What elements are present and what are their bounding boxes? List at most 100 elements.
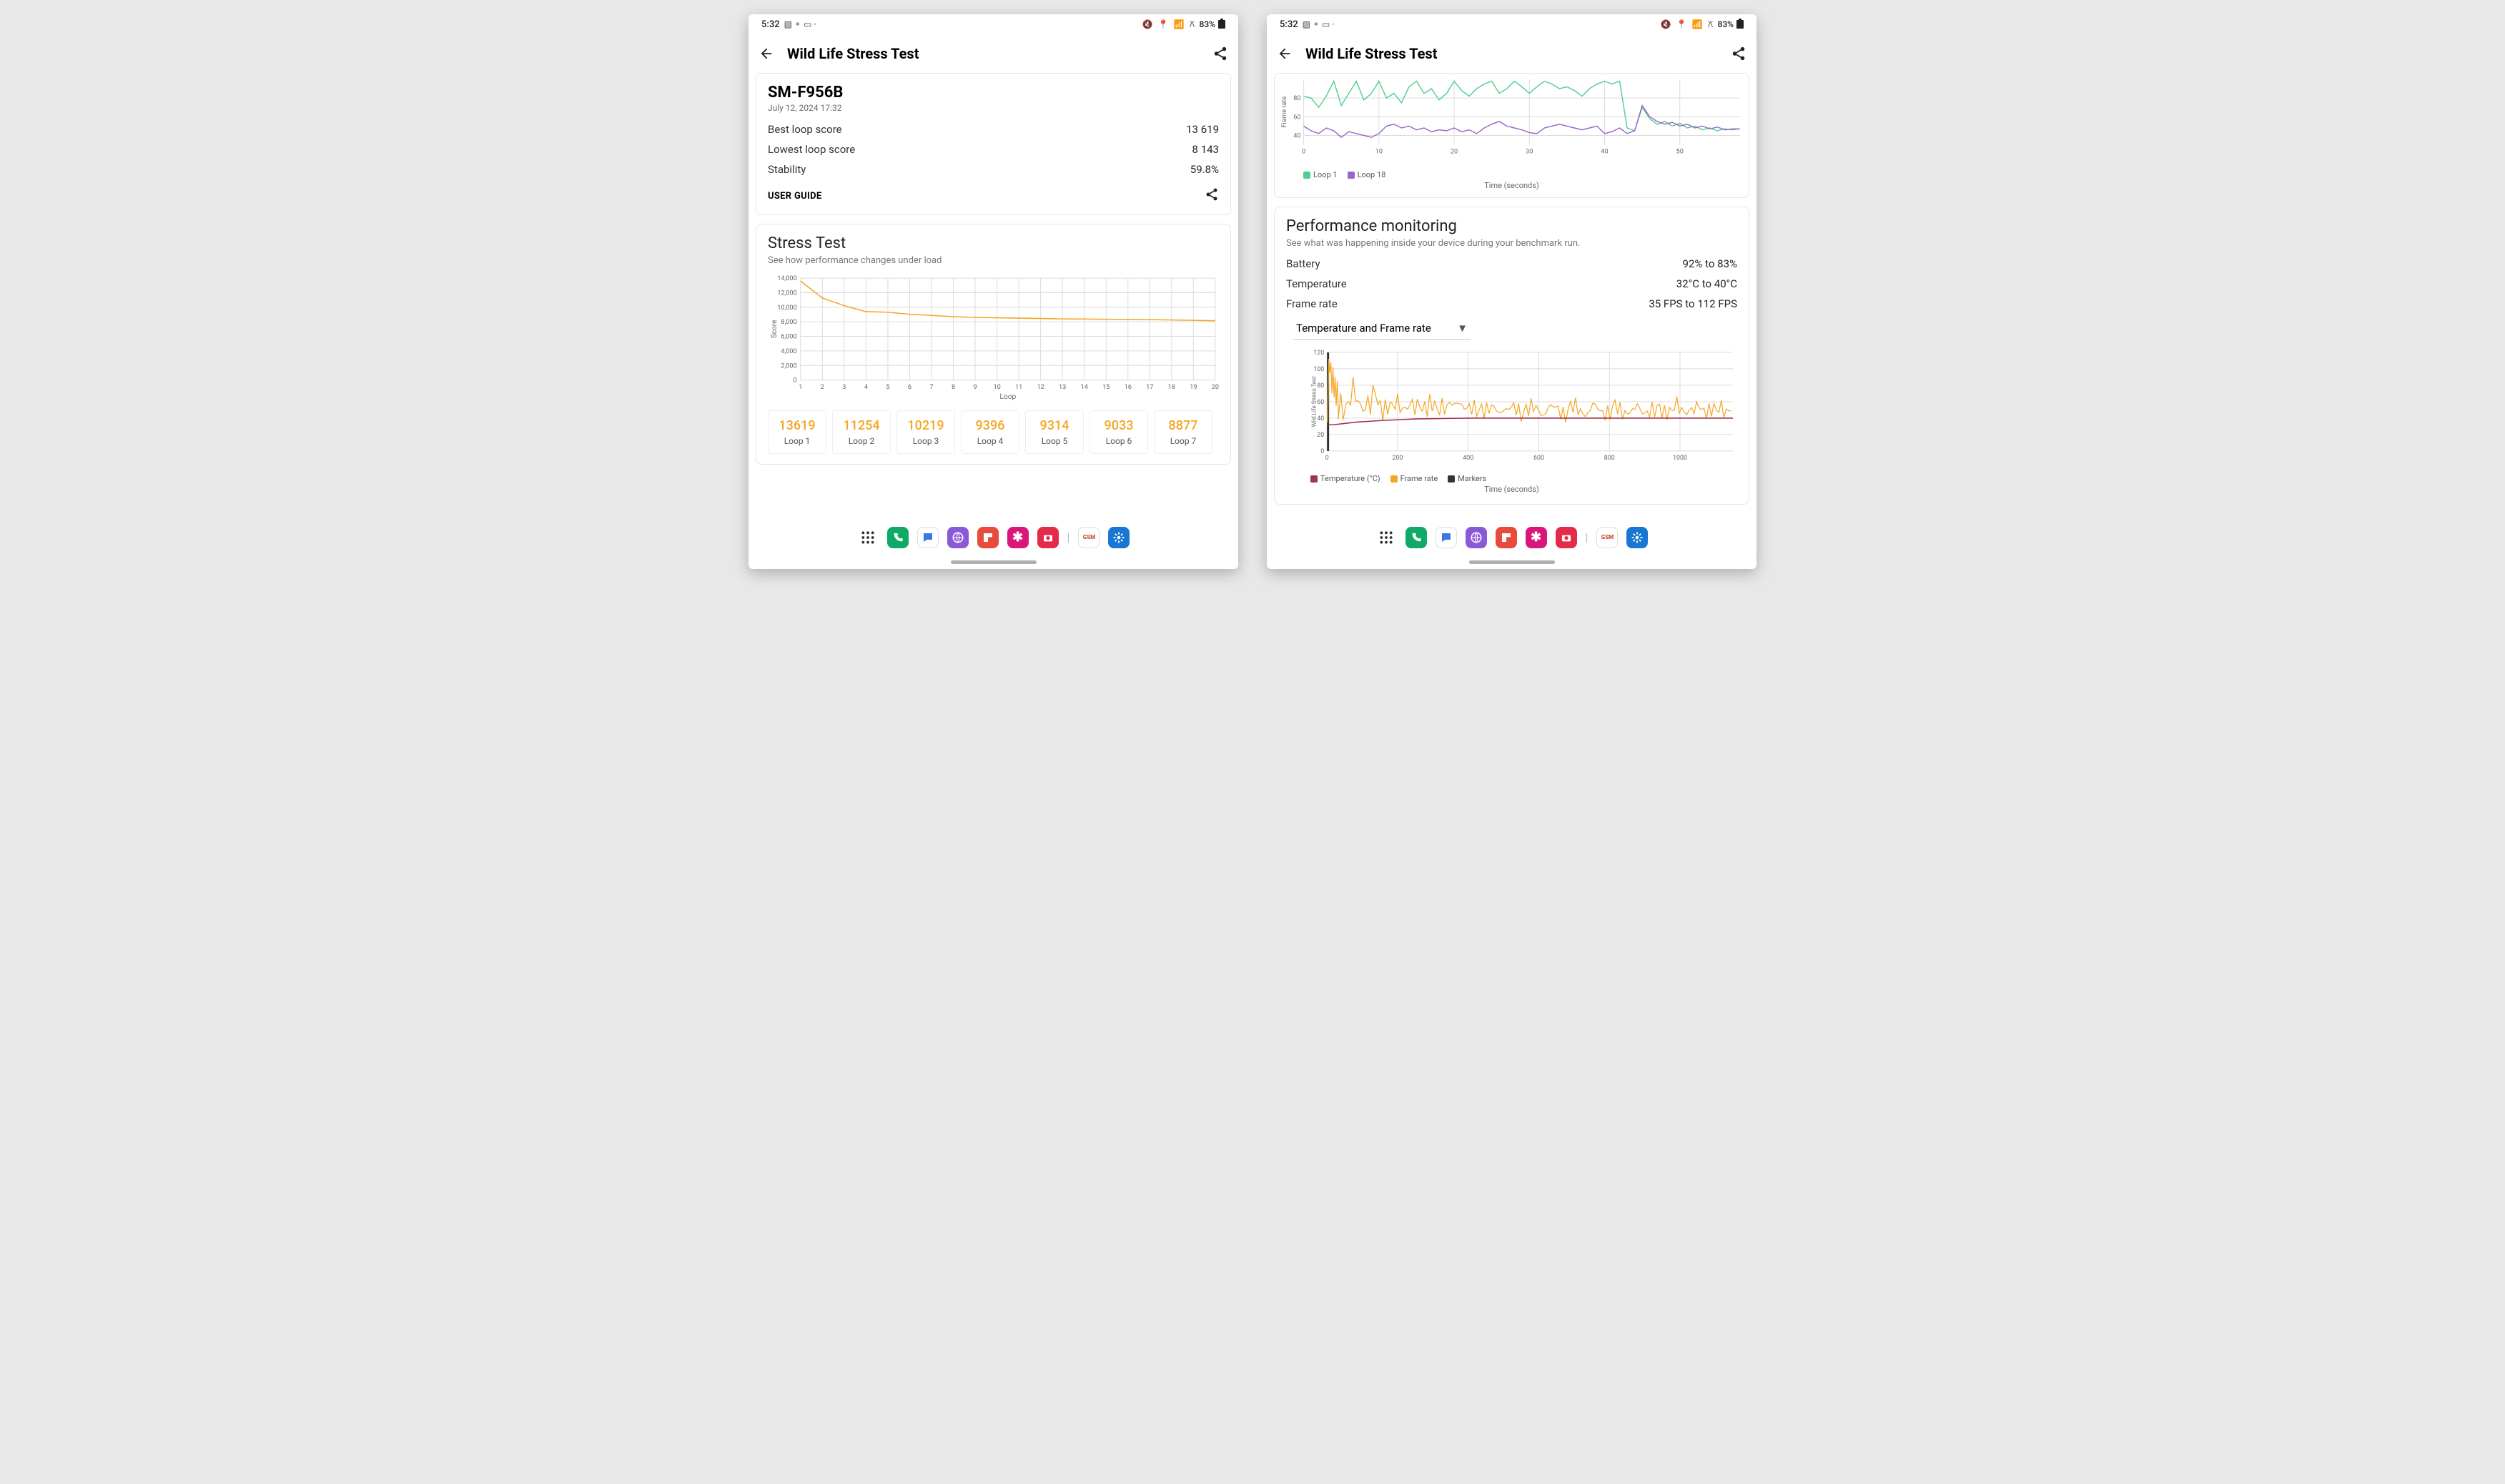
perf-row: Temperature32°C to 40°C bbox=[1286, 277, 1737, 290]
svg-text:Loop: Loop bbox=[999, 393, 1016, 401]
camera-icon[interactable] bbox=[1037, 527, 1059, 548]
gsm-icon[interactable]: GSM bbox=[1596, 527, 1618, 548]
share-button[interactable] bbox=[1731, 46, 1746, 61]
messages-icon[interactable] bbox=[917, 527, 939, 548]
back-button[interactable] bbox=[1277, 46, 1293, 61]
svg-text:11: 11 bbox=[1015, 384, 1022, 391]
svg-text:4,000: 4,000 bbox=[781, 348, 796, 355]
legend-item: Loop 18 bbox=[1348, 170, 1386, 179]
svg-text:0: 0 bbox=[794, 377, 797, 385]
svg-text:20: 20 bbox=[1212, 384, 1219, 391]
svg-text:120: 120 bbox=[1313, 350, 1324, 357]
perf-sub: See what was happening inside your devic… bbox=[1286, 238, 1737, 249]
perf-title: Performance monitoring bbox=[1286, 217, 1737, 235]
loop-label: Loop 3 bbox=[901, 436, 950, 446]
svg-text:100: 100 bbox=[1313, 366, 1324, 373]
perf-value: 32°C to 40°C bbox=[1676, 277, 1737, 290]
svg-text:3: 3 bbox=[842, 384, 846, 391]
perf-value: 92% to 83% bbox=[1683, 257, 1737, 270]
loop-tile[interactable]: 9314Loop 5 bbox=[1025, 410, 1084, 454]
user-guide-link[interactable]: USER GUIDE bbox=[768, 191, 821, 202]
page-title: Wild Life Stress Test bbox=[1305, 45, 1718, 62]
back-button[interactable] bbox=[759, 46, 774, 61]
svg-text:200: 200 bbox=[1392, 455, 1403, 462]
battery-icon bbox=[1218, 19, 1225, 31]
svg-text:80: 80 bbox=[1293, 95, 1300, 102]
svg-text:50: 50 bbox=[1676, 149, 1684, 156]
svg-text:18: 18 bbox=[1168, 384, 1175, 391]
svg-text:14: 14 bbox=[1081, 384, 1088, 391]
loop-score: 9033 bbox=[1095, 418, 1143, 433]
home-indicator[interactable] bbox=[748, 556, 1238, 569]
app-bar: Wild Life Stress Test bbox=[748, 34, 1238, 73]
loop-score: 8877 bbox=[1159, 418, 1207, 433]
legend-item: Frame rate bbox=[1390, 474, 1438, 483]
metric-dropdown[interactable]: Temperature and Frame rate ▼ bbox=[1293, 317, 1471, 340]
stat-value: 13 619 bbox=[1186, 123, 1219, 136]
svg-text:6,000: 6,000 bbox=[781, 334, 796, 341]
share-results-button[interactable] bbox=[1205, 187, 1219, 204]
browser-icon[interactable] bbox=[947, 527, 969, 548]
svg-text:800: 800 bbox=[1604, 455, 1615, 462]
loop-tile[interactable]: 9396Loop 4 bbox=[961, 410, 1019, 454]
chevron-down-icon: ▼ bbox=[1457, 322, 1468, 335]
svg-text:10: 10 bbox=[993, 384, 1000, 391]
flipboard-icon[interactable] bbox=[1496, 527, 1517, 548]
svg-text:10: 10 bbox=[1375, 149, 1383, 156]
battery-pct: 83% bbox=[1718, 19, 1734, 29]
messages-icon[interactable] bbox=[1436, 527, 1457, 548]
perf-label: Frame rate bbox=[1286, 297, 1493, 310]
loop-tile[interactable]: 10219Loop 3 bbox=[896, 410, 955, 454]
home-indicator[interactable] bbox=[1267, 556, 1757, 569]
svg-text:1: 1 bbox=[799, 384, 802, 391]
apps-grid-icon[interactable] bbox=[1375, 527, 1397, 548]
framerate-chart: 01020304050406080Frame rate bbox=[1279, 79, 1744, 163]
svg-text:40: 40 bbox=[1293, 133, 1300, 140]
svg-text:4: 4 bbox=[864, 384, 868, 391]
loop-tiles[interactable]: 13619Loop 111254Loop 210219Loop 39396Loo… bbox=[768, 410, 1219, 454]
dropdown-label: Temperature and Frame rate bbox=[1296, 322, 1431, 335]
phone-icon[interactable] bbox=[1405, 527, 1427, 548]
page-title: Wild Life Stress Test bbox=[787, 45, 1200, 62]
perf-row: Frame rate 35 FPS to 112 FPS bbox=[1286, 297, 1737, 310]
summary-card: SM-F956B July 12, 2024 17:32 Best loop s… bbox=[756, 73, 1231, 215]
legend-item: Loop 1 bbox=[1303, 170, 1338, 179]
asterisk-icon[interactable]: ✱ bbox=[1526, 527, 1547, 548]
stat-row: Best loop score13 619 bbox=[768, 123, 1219, 136]
apps-grid-icon[interactable] bbox=[857, 527, 879, 548]
stat-value: 8 143 bbox=[1192, 143, 1219, 156]
settings-icon[interactable] bbox=[1626, 527, 1648, 548]
loop-tile[interactable]: 13619Loop 1 bbox=[768, 410, 826, 454]
gsm-icon[interactable]: GSM bbox=[1078, 527, 1100, 548]
loop-tile[interactable]: 11254Loop 2 bbox=[832, 410, 891, 454]
flipboard-icon[interactable] bbox=[977, 527, 999, 548]
device-name: SM-F956B bbox=[768, 84, 1219, 102]
loop-label: Loop 5 bbox=[1030, 436, 1079, 446]
loop-tile[interactable]: 8877Loop 7 bbox=[1154, 410, 1212, 454]
perf-label: Battery bbox=[1286, 257, 1493, 270]
dock: ✱|GSM bbox=[748, 519, 1238, 556]
camera-icon[interactable] bbox=[1556, 527, 1577, 548]
svg-text:12,000: 12,000 bbox=[777, 290, 797, 297]
status-icons-right: 🔇 📍 📶 ⚻ bbox=[1661, 19, 1715, 30]
share-button[interactable] bbox=[1212, 46, 1228, 61]
status-bar: 5:32 ▧ ⚬ ▭ · 🔇 📍 📶 ⚻ 83% bbox=[748, 14, 1238, 34]
svg-text:Wild Life Stress Test: Wild Life Stress Test bbox=[1310, 376, 1317, 427]
loop-tile[interactable]: 9033Loop 6 bbox=[1090, 410, 1148, 454]
status-icons-left: ▧ ⚬ ▭ · bbox=[784, 19, 816, 29]
perf-value: 35 FPS to 112 FPS bbox=[1649, 297, 1737, 310]
svg-text:8,000: 8,000 bbox=[781, 319, 796, 326]
run-date: July 12, 2024 17:32 bbox=[768, 103, 1219, 113]
svg-text:5: 5 bbox=[886, 384, 889, 391]
svg-text:7: 7 bbox=[929, 384, 933, 391]
svg-text:600: 600 bbox=[1533, 455, 1544, 462]
phone-icon[interactable] bbox=[887, 527, 909, 548]
status-icons-right: 🔇 📍 📶 ⚻ bbox=[1142, 19, 1197, 30]
browser-icon[interactable] bbox=[1466, 527, 1487, 548]
loop-label: Loop 2 bbox=[837, 436, 886, 446]
settings-icon[interactable] bbox=[1108, 527, 1130, 548]
stat-label: Lowest loop score bbox=[768, 143, 855, 156]
svg-text:Frame rate: Frame rate bbox=[1281, 97, 1288, 128]
clock: 5:32 bbox=[1280, 19, 1298, 30]
asterisk-icon[interactable]: ✱ bbox=[1007, 527, 1029, 548]
